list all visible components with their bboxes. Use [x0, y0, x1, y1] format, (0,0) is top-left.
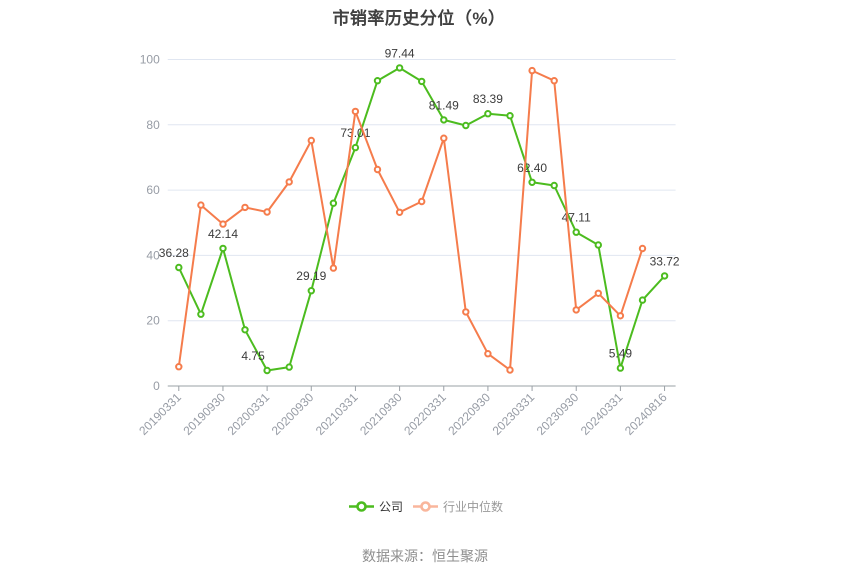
data-point-公司-2[interactable]	[219, 244, 227, 253]
legend: 公司 行业中位数	[0, 496, 850, 517]
legend-label-industry-median: 行业中位数	[443, 500, 504, 514]
data-point-行业中位数-13[interactable]	[462, 308, 470, 316]
data-point-行业中位数-14[interactable]	[484, 350, 492, 358]
data-point-行业中位数-19[interactable]	[594, 289, 602, 297]
point-label-42.14: 42.14	[208, 227, 238, 241]
data-point-行业中位数-5[interactable]	[285, 178, 293, 186]
y-axis-label-0: 0	[153, 379, 160, 393]
data-point-公司-7[interactable]	[329, 199, 338, 207]
data-point-行业中位数-16[interactable]	[528, 66, 536, 75]
data-point-公司-17[interactable]	[550, 181, 558, 190]
data-point-公司-20[interactable]	[616, 364, 625, 372]
point-label-29.19: 29.19	[296, 269, 326, 283]
data-point-行业中位数-0[interactable]	[175, 363, 183, 371]
data-point-公司-10[interactable]	[395, 64, 404, 72]
data-point-公司-12[interactable]	[440, 116, 448, 124]
point-label-5.49: 5.49	[609, 347, 633, 361]
data-point-公司-5[interactable]	[285, 363, 293, 371]
legend-item-industry-median[interactable]: 行业中位数	[413, 496, 503, 517]
data-point-行业中位数-17[interactable]	[550, 77, 558, 85]
data-point-公司-3[interactable]	[241, 326, 249, 334]
data-point-公司-14[interactable]	[484, 110, 492, 118]
data-point-行业中位数-7[interactable]	[329, 264, 338, 272]
x-axis-label-20210930: 20210930	[357, 390, 405, 438]
data-point-行业中位数-9[interactable]	[373, 165, 382, 174]
data-point-公司-8[interactable]	[351, 143, 360, 152]
data-point-公司-21[interactable]	[638, 296, 647, 304]
data-point-公司-0[interactable]	[175, 263, 183, 272]
legend-label-company: 公司	[378, 500, 403, 514]
data-point-行业中位数-10[interactable]	[395, 208, 404, 217]
x-axis-label-20240331: 20240331	[578, 390, 626, 438]
chart-title: 市销率历史分位（%）	[332, 9, 506, 28]
data-point-公司-22[interactable]	[660, 272, 669, 280]
x-axis-label-20200930: 20200930	[269, 390, 317, 438]
point-label-47.11: 47.11	[562, 211, 591, 225]
x-axis-label-20200331: 20200331	[225, 390, 273, 438]
data-point-行业中位数-8[interactable]	[351, 107, 360, 116]
point-label-36.28: 36.28	[159, 246, 189, 260]
data-point-行业中位数-12[interactable]	[440, 134, 448, 142]
data-point-行业中位数-1[interactable]	[197, 201, 205, 209]
x-axis-label-20220930: 20220930	[445, 390, 493, 438]
data-point-行业中位数-4[interactable]	[263, 208, 271, 216]
x-axis-label-20190331: 20190331	[136, 390, 184, 438]
data-point-公司-1[interactable]	[197, 310, 205, 318]
point-label-81.49: 81.49	[429, 98, 459, 112]
data-point-行业中位数-3[interactable]	[241, 203, 249, 212]
data-point-公司-15[interactable]	[506, 112, 514, 120]
series-line-公司	[177, 66, 666, 372]
x-axis-label-20190930: 20190930	[180, 390, 228, 438]
x-axis-label-20230930: 20230930	[534, 390, 582, 438]
point-label-4.75: 4.75	[241, 349, 265, 363]
data-source-note: 数据来源：恒生聚源	[362, 548, 488, 564]
data-point-行业中位数-15[interactable]	[506, 366, 514, 374]
line-marker-icon	[413, 501, 438, 512]
y-axis-label-100: 100	[140, 53, 160, 67]
x-axis-label-20230331: 20230331	[490, 390, 538, 438]
x-axis-label-20220331: 20220331	[401, 390, 449, 438]
data-point-行业中位数-18[interactable]	[572, 306, 580, 314]
point-label-97.44: 97.44	[385, 46, 415, 60]
data-point-行业中位数-20[interactable]	[616, 312, 625, 320]
data-point-公司-13[interactable]	[462, 121, 470, 130]
y-axis-label-60: 60	[146, 183, 160, 197]
data-point-公司-18[interactable]	[572, 228, 580, 236]
data-point-公司-9[interactable]	[373, 77, 382, 85]
point-label-83.39: 83.39	[473, 92, 503, 106]
legend-item-company[interactable]: 公司	[348, 496, 403, 517]
x-axis-label-20240816: 20240816	[622, 390, 670, 438]
data-point-公司-19[interactable]	[594, 241, 602, 249]
y-axis-label-40: 40	[146, 248, 160, 262]
data-point-公司-11[interactable]	[418, 77, 426, 86]
data-point-行业中位数-2[interactable]	[219, 220, 227, 228]
data-point-公司-6[interactable]	[307, 287, 315, 295]
data-point-行业中位数-11[interactable]	[418, 197, 426, 206]
data-point-公司-4[interactable]	[263, 366, 271, 375]
point-label-33.72: 33.72	[650, 254, 680, 268]
series-line-行业中位数	[177, 69, 644, 371]
point-label-62.40: 62.40	[517, 161, 547, 175]
data-point-行业中位数-21[interactable]	[638, 244, 647, 253]
data-point-行业中位数-6[interactable]	[307, 136, 315, 145]
y-axis-label-20: 20	[146, 314, 160, 328]
x-axis-label-20210331: 20210331	[313, 390, 361, 438]
data-point-公司-16[interactable]	[528, 178, 536, 187]
y-axis-label-80: 80	[146, 118, 160, 132]
line-marker-icon	[348, 501, 374, 512]
